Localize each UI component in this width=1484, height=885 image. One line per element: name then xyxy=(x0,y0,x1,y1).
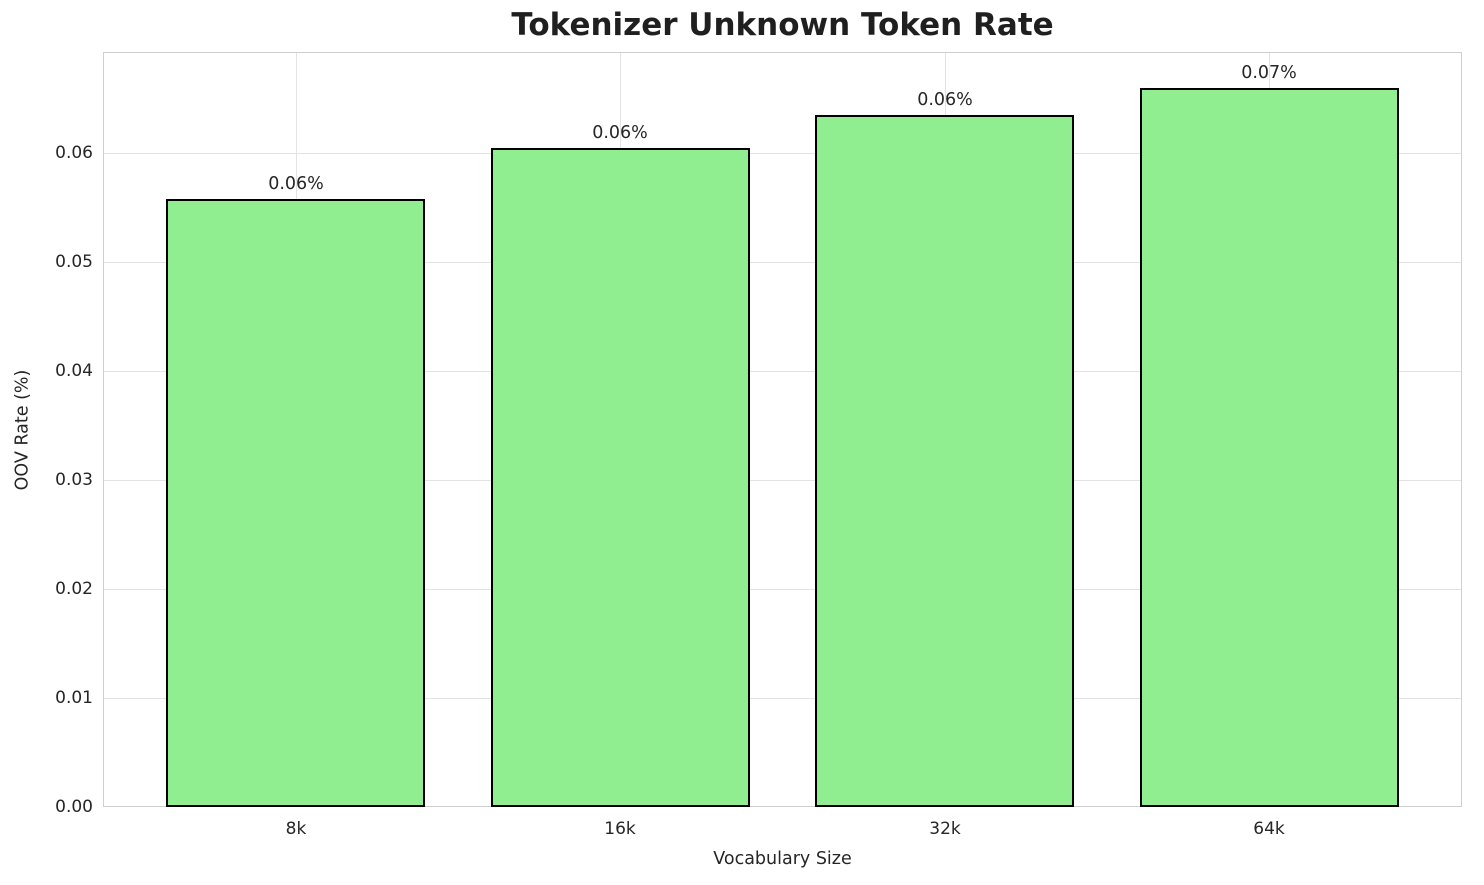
x-tick-label: 8k xyxy=(285,819,307,839)
y-gridline xyxy=(103,589,1462,590)
y-tick-label: 0.06 xyxy=(55,143,93,163)
x-tick-label: 64k xyxy=(1253,819,1285,839)
y-tick-label: 0.00 xyxy=(55,797,93,817)
y-tick-label: 0.02 xyxy=(55,579,93,599)
y-axis-label: OOV Rate (%) xyxy=(12,369,33,491)
bar-16k xyxy=(491,148,750,807)
y-tick-label: 0.04 xyxy=(55,361,93,381)
y-gridline xyxy=(103,371,1462,372)
bar-value-label: 0.06% xyxy=(268,174,324,194)
y-tick-label: 0.05 xyxy=(55,252,93,272)
bar-value-label: 0.06% xyxy=(592,123,648,143)
bar-64k xyxy=(1140,88,1399,807)
bar-32k xyxy=(815,115,1074,807)
bar-8k xyxy=(166,199,425,807)
y-tick-label: 0.03 xyxy=(55,470,93,490)
x-tick-label: 16k xyxy=(604,819,636,839)
x-axis-label: Vocabulary Size xyxy=(713,849,852,869)
y-gridline xyxy=(103,262,1462,263)
y-gridline xyxy=(103,698,1462,699)
y-tick-label: 0.01 xyxy=(55,688,93,708)
plot-area xyxy=(103,52,1462,807)
y-gridline xyxy=(103,480,1462,481)
bar-value-label: 0.06% xyxy=(917,90,973,110)
x-tick-label: 32k xyxy=(929,819,961,839)
chart-title: Tokenizer Unknown Token Rate xyxy=(511,7,1054,43)
bar-value-label: 0.07% xyxy=(1241,63,1297,83)
y-gridline xyxy=(103,153,1462,154)
